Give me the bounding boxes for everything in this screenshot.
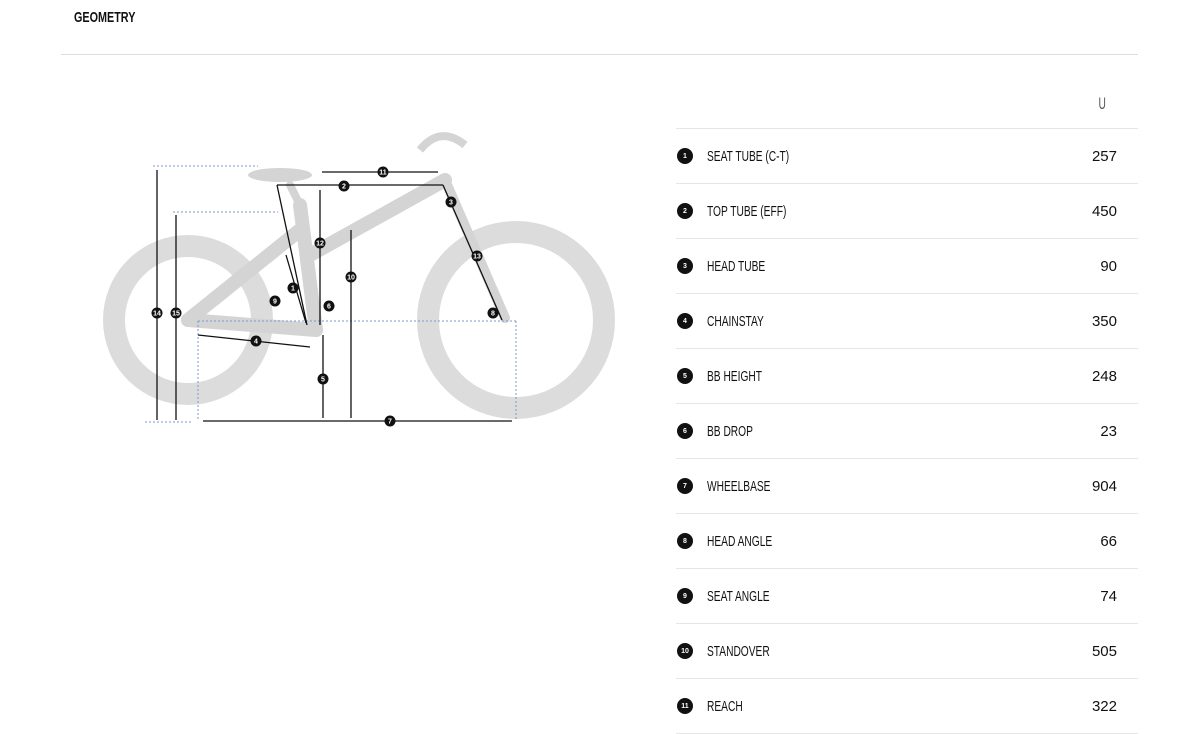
row-number-badge: 1 <box>677 148 693 164</box>
marker-2: 2 <box>338 180 350 192</box>
marker-7: 7 <box>384 415 396 427</box>
row-value: 904 <box>1091 477 1117 495</box>
table-row: 11 REACH 322 <box>676 679 1138 734</box>
geometry-table: U 1 SEAT TUBE (C-T) 257 2 TOP TUBE (EFF) 450 3… <box>676 83 1138 734</box>
marker-14: 14 <box>151 307 163 319</box>
table-row: 9 SEAT ANGLE 74 <box>676 569 1138 624</box>
row-label: SEAT TUBE (C-T) <box>707 147 790 165</box>
row-value: 322 <box>1091 697 1117 715</box>
table-row: 7 WHEELBASE 904 <box>676 459 1138 514</box>
svg-text:3: 3 <box>449 200 453 207</box>
svg-text:2: 2 <box>342 184 346 191</box>
size-header[interactable]: U <box>1098 94 1106 113</box>
svg-text:11: 11 <box>379 170 387 177</box>
svg-text:14: 14 <box>153 311 161 318</box>
svg-text:6: 6 <box>327 304 331 311</box>
svg-text:1: 1 <box>291 286 295 293</box>
table-row: 5 BB HEIGHT 248 <box>676 349 1138 404</box>
row-value: 257 <box>1091 147 1117 165</box>
row-label: STANDOVER <box>707 642 770 660</box>
row-number-badge: 7 <box>677 478 693 494</box>
row-number-badge: 11 <box>677 698 693 714</box>
front-wheel <box>417 221 615 419</box>
marker-15: 15 <box>170 307 182 319</box>
row-value: 23 <box>1100 422 1117 440</box>
row-label: BB HEIGHT <box>707 367 762 385</box>
row-number-badge: 5 <box>677 368 693 384</box>
divider <box>61 54 1138 55</box>
row-label: HEAD ANGLE <box>707 532 773 550</box>
frame <box>181 173 510 337</box>
row-value: 90 <box>1100 257 1117 275</box>
marker-4: 4 <box>250 335 262 347</box>
row-value: 450 <box>1091 202 1117 220</box>
bike-geometry-diagram: 1 2 3 4 5 6 7 8 9 10 11 12 13 14 15 <box>103 132 615 427</box>
svg-text:12: 12 <box>316 241 324 248</box>
svg-text:7: 7 <box>388 419 392 426</box>
row-number-badge: 9 <box>677 588 693 604</box>
row-value: 350 <box>1091 312 1117 330</box>
table-row: 4 CHAINSTAY 350 <box>676 294 1138 349</box>
row-value: 505 <box>1091 642 1117 660</box>
table-row: 10 STANDOVER 505 <box>676 624 1138 679</box>
marker-3: 3 <box>445 196 457 208</box>
marker-6: 6 <box>323 300 335 312</box>
table-header: U <box>676 83 1138 129</box>
row-value: 66 <box>1100 532 1117 550</box>
svg-text:8: 8 <box>491 311 495 318</box>
marker-9: 9 <box>269 295 281 307</box>
svg-text:13: 13 <box>473 254 481 261</box>
row-number-badge: 4 <box>677 313 693 329</box>
row-number-badge: 6 <box>677 423 693 439</box>
row-label: WHEELBASE <box>707 477 771 495</box>
row-label: REACH <box>707 697 743 715</box>
marker-5: 5 <box>317 373 329 385</box>
svg-text:9: 9 <box>273 299 277 306</box>
table-row: 6 BB DROP 23 <box>676 404 1138 459</box>
marker-8: 8 <box>487 307 499 319</box>
marker-12: 12 <box>314 237 326 249</box>
table-row: 1 SEAT TUBE (C-T) 257 <box>676 129 1138 184</box>
svg-text:10: 10 <box>347 275 355 282</box>
svg-text:5: 5 <box>321 377 325 384</box>
row-label: HEAD TUBE <box>707 257 766 275</box>
table-row: 2 TOP TUBE (EFF) 450 <box>676 184 1138 239</box>
diagram-markers: 1 2 3 4 5 6 7 8 9 10 11 12 13 14 15 <box>151 166 499 427</box>
table-row: 8 HEAD ANGLE 66 <box>676 514 1138 569</box>
table-row: 3 HEAD TUBE 90 <box>676 239 1138 294</box>
handlebar <box>416 132 468 153</box>
svg-text:4: 4 <box>254 339 258 346</box>
marker-11: 11 <box>377 166 389 178</box>
row-label: BB DROP <box>707 422 753 440</box>
row-label: TOP TUBE (EFF) <box>707 202 787 220</box>
row-label: SEAT ANGLE <box>707 587 770 605</box>
row-value: 248 <box>1091 367 1117 385</box>
svg-text:15: 15 <box>172 311 180 318</box>
marker-10: 10 <box>345 271 357 283</box>
row-label: CHAINSTAY <box>707 312 764 330</box>
row-value: 74 <box>1100 587 1117 605</box>
section-title: GEOMETRY <box>74 9 136 26</box>
saddle <box>248 168 312 182</box>
row-number-badge: 8 <box>677 533 693 549</box>
marker-13: 13 <box>471 250 483 262</box>
row-number-badge: 10 <box>677 643 693 659</box>
row-number-badge: 2 <box>677 203 693 219</box>
row-number-badge: 3 <box>677 258 693 274</box>
marker-1: 1 <box>287 282 299 294</box>
